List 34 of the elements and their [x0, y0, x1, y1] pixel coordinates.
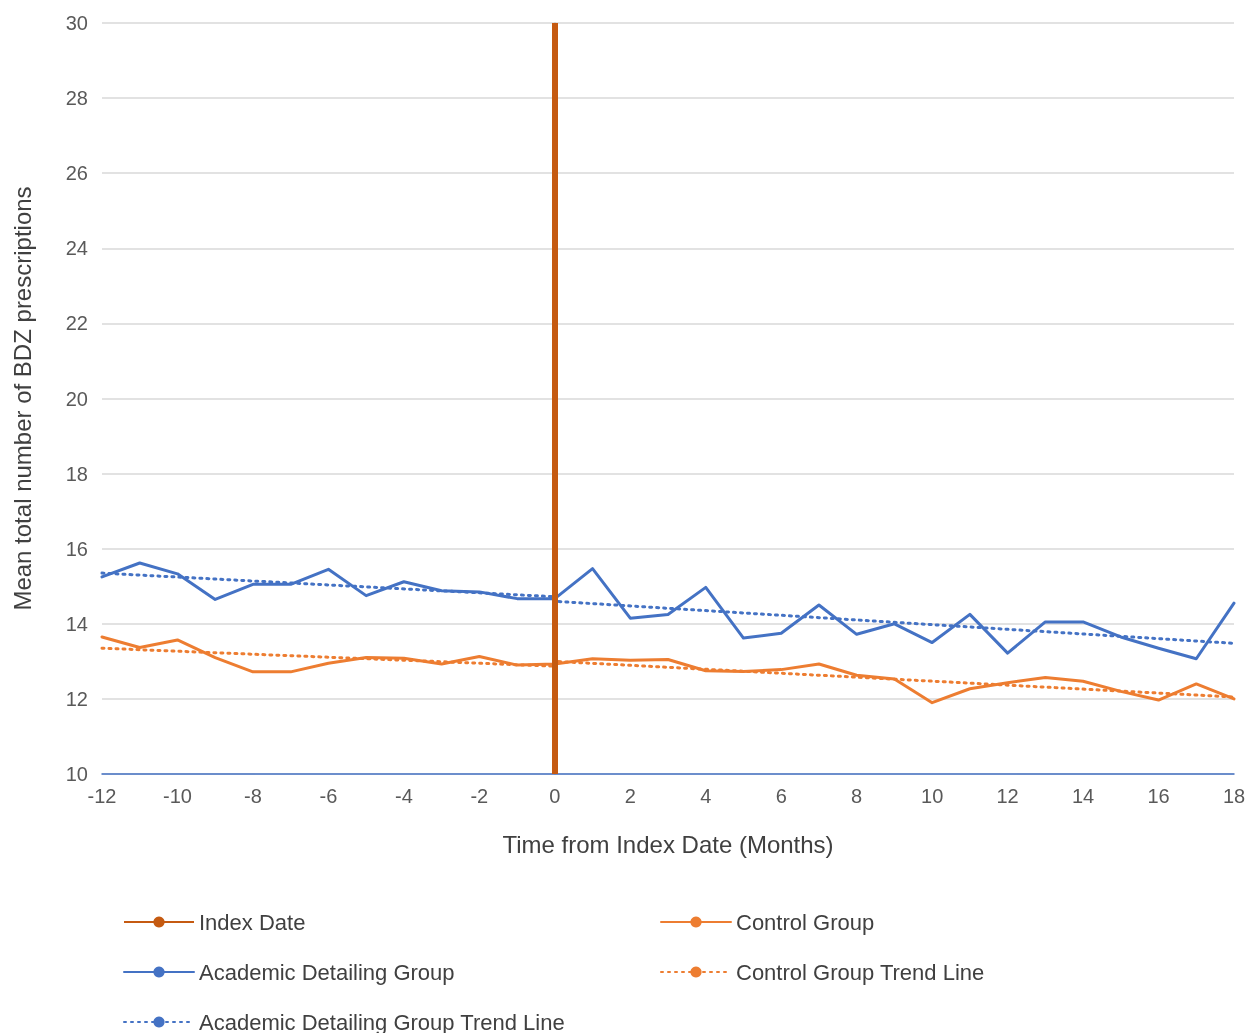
legend-label: Control Group	[736, 909, 875, 935]
x-tick-label: 10	[921, 785, 944, 807]
y-tick-label: 20	[65, 387, 88, 410]
y-tick-label: 10	[65, 763, 88, 785]
y-tick-label: 18	[65, 462, 88, 485]
x-tick-label: 12	[996, 785, 1019, 807]
x-tick-label: -10	[163, 785, 192, 807]
legend-label: Academic Detailing Group	[199, 959, 455, 985]
y-tick-label: 16	[65, 537, 88, 560]
y-tick-label: 30	[65, 12, 88, 34]
x-tick-label: -6	[319, 785, 338, 807]
x-tick-label: 18	[1222, 785, 1246, 807]
x-tick-label: -2	[470, 785, 489, 807]
x-tick-label: 0	[549, 785, 561, 807]
x-tick-label: 8	[851, 785, 863, 807]
y-tick-label: 26	[65, 162, 88, 185]
x-tick-label: -4	[394, 785, 413, 807]
y-tick-label: 22	[65, 312, 88, 335]
legend-label: Control Group Trend Line	[736, 959, 985, 985]
x-tick-label: -12	[87, 785, 117, 807]
y-tick-label: 12	[65, 687, 88, 710]
y-tick-label: 24	[65, 237, 88, 260]
y-tick-label: 28	[65, 87, 88, 110]
line-series	[100, 561, 1236, 661]
y-axis-title: Mean total number of BDZ prescriptions	[8, 186, 36, 611]
x-tick-label: 14	[1071, 785, 1095, 807]
y-tick-label: 14	[65, 612, 88, 635]
x-tick-label: -8	[244, 785, 262, 807]
legend-label: Index Date	[199, 909, 306, 935]
x-tick-label: 4	[700, 785, 712, 807]
x-axis-title: Time from Index Date (Months)	[502, 830, 834, 858]
x-tick-label: 2	[624, 785, 636, 807]
x-tick-label: 16	[1147, 785, 1170, 807]
x-tick-label: 6	[775, 785, 787, 807]
